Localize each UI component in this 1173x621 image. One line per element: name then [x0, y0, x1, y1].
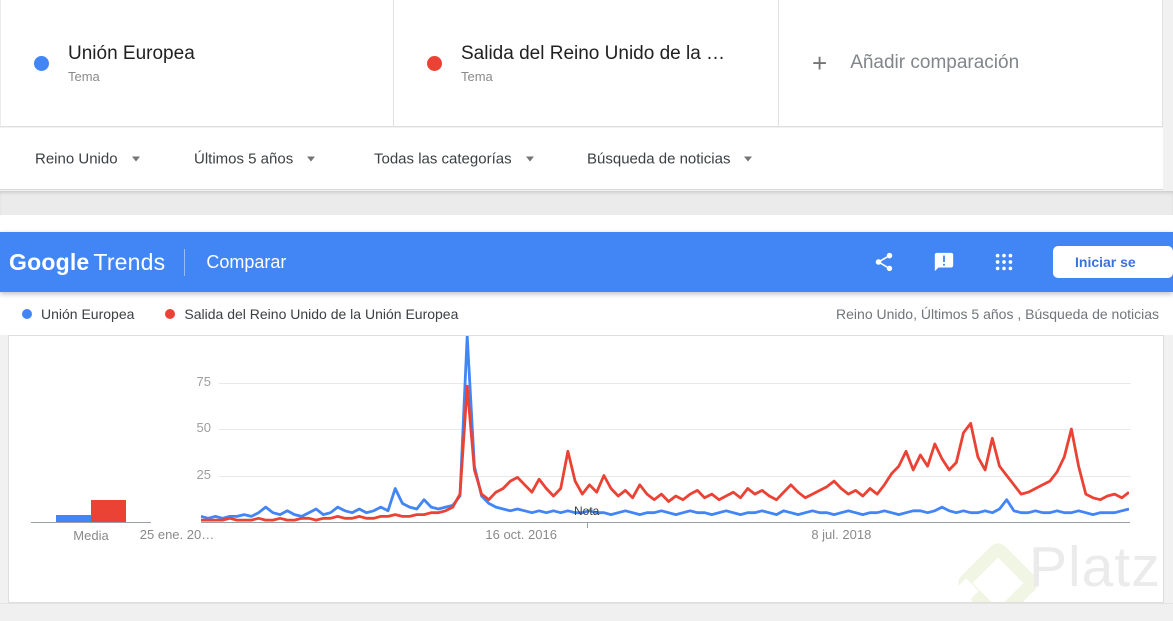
- trend-lines-svg[interactable]: [201, 336, 1129, 524]
- gridline-50: [219, 429, 1131, 430]
- query-scope-text: Reino Unido, Últimos 5 años , Búsqueda d…: [836, 305, 1159, 322]
- legend-label-union-europea: Unión Europea: [41, 305, 135, 322]
- apps-grid-icon[interactable]: [993, 251, 1015, 273]
- series-color-dot-blue: [34, 55, 49, 71]
- nav-comparar[interactable]: Comparar: [206, 251, 287, 272]
- add-comparison-label: Añadir comparación: [850, 52, 1020, 73]
- google-trends-header: Google Trends Comparar Iniciar se: [0, 232, 1173, 292]
- card-subtitle: Tema: [461, 69, 493, 84]
- header-divider: [184, 248, 186, 276]
- media-bar-red: [91, 499, 126, 522]
- card-title: Unión Europea: [68, 43, 195, 64]
- filter-searchtype-label: Búsqueda de noticias: [587, 150, 731, 167]
- series-color-dot-red: [427, 55, 442, 71]
- filter-timerange-dropdown[interactable]: Últimos 5 años: [194, 150, 316, 167]
- platzi-watermark-text: Platzi: [1029, 535, 1164, 599]
- filter-region-label: Reino Unido: [35, 150, 118, 167]
- section-divider-band: [0, 191, 1173, 215]
- x-tick-label: 16 oct. 2016: [485, 527, 557, 542]
- filter-region-dropdown[interactable]: Reino Unido: [35, 150, 140, 167]
- x-tick-label: 8 jul. 2018: [811, 527, 872, 542]
- logo-trends-text: Trends: [93, 248, 166, 275]
- page-bottom-strip: [0, 603, 1173, 621]
- comparison-cards-row: Unión Europea Tema Salida del Reino Unid…: [0, 0, 1163, 127]
- feedback-icon[interactable]: [933, 251, 955, 273]
- y-tick-label: 75: [196, 373, 211, 389]
- filters-bar: Reino Unido Últimos 5 años Todas las cat…: [0, 128, 1163, 190]
- sign-in-button[interactable]: Iniciar se: [1053, 246, 1173, 278]
- google-trends-logo[interactable]: Google Trends: [9, 249, 165, 276]
- chart-area: Platzi 25 50 75 25 ene. 20… 16 oct. 2016 8 j…: [8, 335, 1164, 603]
- y-tick-label: 25: [196, 466, 211, 482]
- media-bar-blue: [56, 514, 91, 522]
- gridline-25: [219, 475, 1131, 477]
- chevron-down-icon: [744, 156, 753, 161]
- share-icon[interactable]: [873, 251, 895, 273]
- media-label: Media: [73, 528, 109, 543]
- legend-label-salida: Salida del Reino Unido de la Unión Europ…: [184, 305, 459, 322]
- logo-google-text: Google: [9, 248, 90, 275]
- comparison-card-union-europea[interactable]: Unión Europea Tema: [1, 0, 393, 126]
- media-axis-line: [31, 522, 151, 523]
- note-tick: [587, 523, 588, 528]
- x-axis-line: [201, 522, 1130, 523]
- y-tick-label: 50: [196, 420, 211, 435]
- filter-category-dropdown[interactable]: Todas las categorías: [374, 150, 534, 167]
- trend-line: [201, 336, 1129, 520]
- comparison-card-salida-reino-unido[interactable]: Salida del Reino Unido de la … Tema: [393, 0, 778, 126]
- plus-icon: +: [812, 48, 828, 78]
- add-comparison-card[interactable]: + Añadir comparación: [778, 0, 1163, 126]
- chevron-down-icon: [131, 156, 140, 161]
- chevron-down-icon: [307, 156, 316, 161]
- filter-searchtype-dropdown[interactable]: Búsqueda de noticias: [587, 150, 753, 167]
- filter-category-label: Todas las categorías: [374, 150, 512, 167]
- note-marker[interactable]: Nota: [574, 504, 600, 518]
- embedded-page-top-strip: [0, 215, 1173, 232]
- card-subtitle: Tema: [68, 69, 100, 84]
- legend-dot-blue: [22, 308, 32, 319]
- legend-dot-red: [165, 308, 176, 319]
- x-tick-label: 25 ene. 20…: [139, 527, 215, 542]
- chart-legend-row: Unión Europea Salida del Reino Unido de …: [0, 292, 1173, 335]
- trend-line: [201, 384, 1129, 522]
- gridline-75: [219, 382, 1131, 384]
- filter-timerange-label: Últimos 5 años: [194, 150, 294, 167]
- card-title: Salida del Reino Unido de la …: [461, 43, 726, 64]
- chevron-down-icon: [525, 156, 534, 161]
